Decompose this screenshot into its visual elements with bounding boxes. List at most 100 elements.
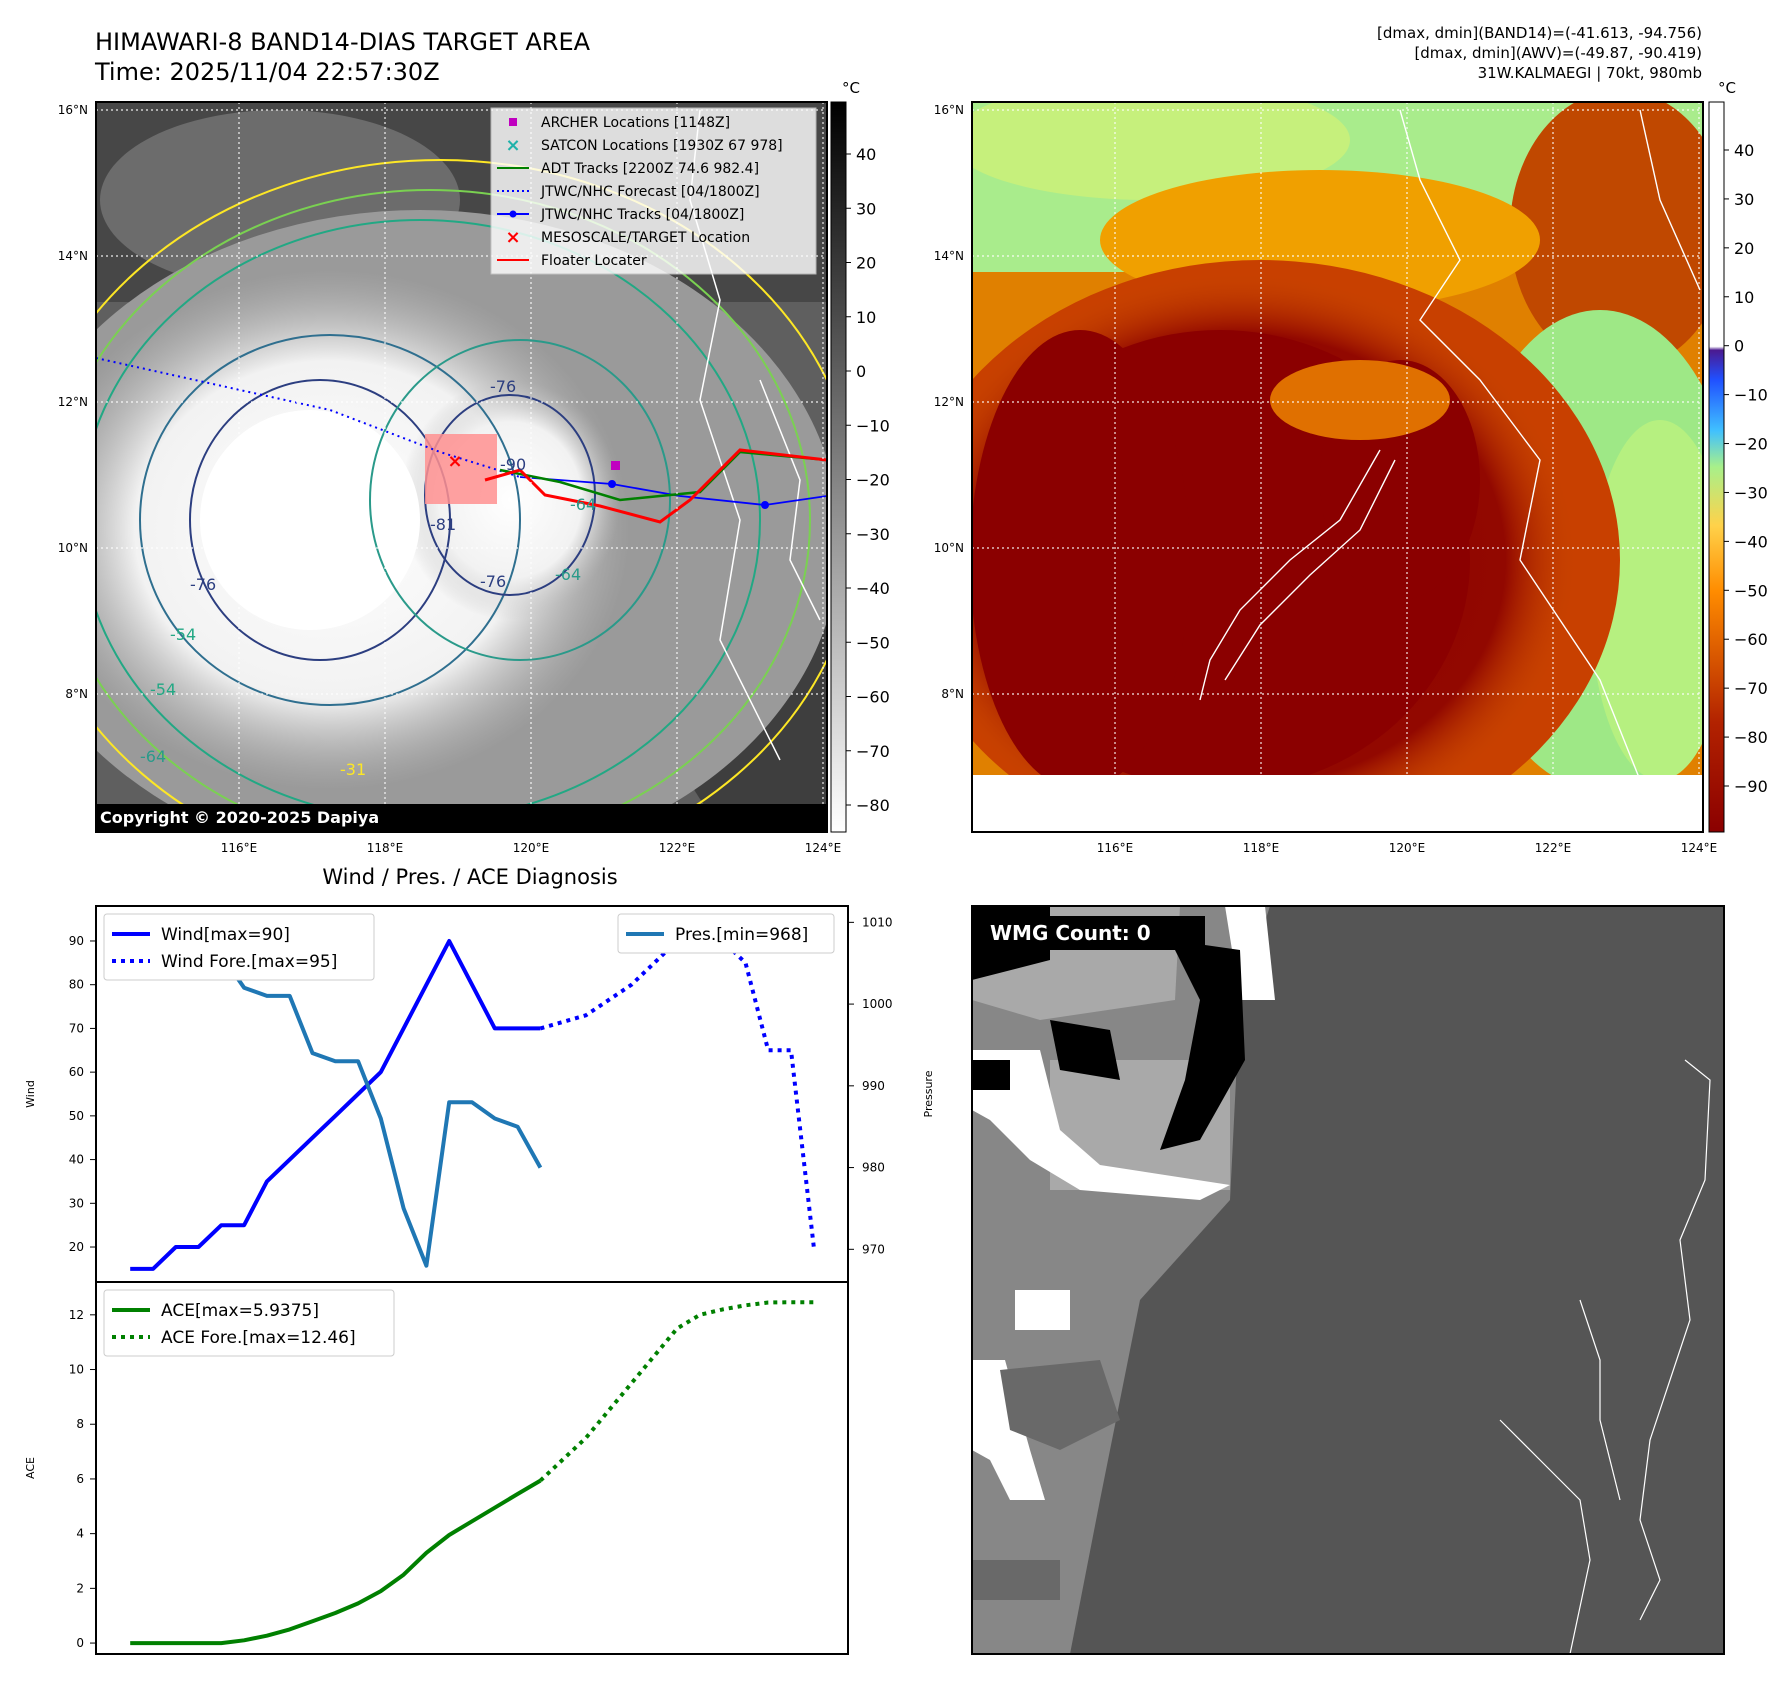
colorbar-tick-label: −90: [1734, 777, 1768, 796]
lon-tick-label: 116°E: [1097, 841, 1134, 855]
colorbar-tick-label: 30: [1734, 190, 1754, 209]
contour-label: -54: [150, 680, 176, 699]
lat-tick-label: 8°N: [65, 687, 88, 701]
colorbar-tick-label: 0: [1734, 337, 1744, 356]
contour-label: -76: [480, 572, 506, 591]
colorbar-tick-label: −60: [1734, 630, 1768, 649]
colorbar-tick-label: 10: [856, 308, 876, 327]
series-line: [130, 939, 541, 1271]
lon-tick-label: 116°E: [221, 841, 258, 855]
chart-legend-label: Wind[max=90]: [161, 925, 290, 945]
awv-colorbar: °C 40 30 20 10 0 −10 −20 −30 −40 −50 −60 −70 −80 −90: [1708, 79, 1768, 833]
y-tick-label: 50: [69, 1109, 84, 1123]
y-tick-label: 2: [76, 1581, 84, 1595]
contour-label: -31: [340, 760, 366, 779]
ir-colorbar: °C 40 30 20 10 0 −10 −20 −30 −40 −50 −60 −70 −80: [830, 79, 890, 833]
lon-tick-label: 122°E: [659, 841, 696, 855]
svg-text:×: ×: [447, 451, 462, 472]
chart-legend-box: [617, 913, 835, 954]
legend-swatch: ×: [505, 135, 520, 156]
figure-time: Time: 2025/11/04 22:57:30Z: [94, 58, 440, 86]
contour-label: -81: [430, 515, 456, 534]
legend-label: JTWC/NHC Tracks [04/1800Z]: [540, 207, 744, 223]
colorbar-tick-label: −10: [1734, 386, 1768, 405]
lon-tick-label: 118°E: [367, 841, 404, 855]
ir-legend: ARCHER Locations [1148Z] × SATCON Location…: [490, 107, 817, 275]
colorbar-tick-label: −70: [856, 742, 890, 761]
colorbar-tick-label: −50: [1734, 581, 1768, 600]
legend-label: ARCHER Locations [1148Z]: [541, 115, 730, 131]
contour-label: -64: [140, 747, 166, 766]
y-tick-label: 40: [69, 1153, 84, 1167]
y-tick-label: 90: [69, 934, 84, 948]
lat-tick-label: 14°N: [934, 249, 964, 263]
lat-tick-label: 8°N: [941, 687, 964, 701]
contour-label: -76: [490, 377, 516, 396]
ace-chart: 0 2 4 6 8 10 12 ACE[max=5.9375] ACE Fore.[max=12…: [24, 1281, 849, 1655]
colorbar-tick-label: −50: [856, 633, 890, 652]
lon-tick-label: 124°E: [805, 841, 842, 855]
copyright-text: Copyright © 2020-2025 Dapiya: [100, 808, 379, 827]
colorbar-tick-label: 40: [856, 145, 876, 164]
wmg-panel: WMG Count: 0: [971, 905, 1725, 1655]
lon-tick-label: 120°E: [1389, 841, 1426, 855]
colorbar-tick-label: −60: [856, 688, 890, 707]
colorbar-tick-label: 20: [1734, 239, 1754, 258]
y2-tick-label: 1010: [862, 915, 893, 929]
y-tick-label: 8: [76, 1417, 84, 1431]
legend-label: ADT Tracks [2200Z 74.6 982.4]: [541, 161, 759, 177]
awv-map-panel: [971, 101, 1704, 833]
contour-label: -90: [500, 455, 526, 474]
info-storm: 31W.KALMAEGI | 70kt, 980mb: [1478, 64, 1702, 82]
contour-label: -76: [190, 575, 216, 594]
colorbar-tick-label: 10: [1734, 288, 1754, 307]
y-tick-label: 60: [69, 1065, 84, 1079]
legend-label: Floater Locater: [541, 253, 647, 269]
chart-legend-label: ACE Fore.[max=12.46]: [161, 1328, 356, 1348]
y-tick-label: 4: [76, 1527, 84, 1541]
pressure-axis-label: Pressure: [922, 1070, 935, 1117]
colorbar-tick-label: −70: [1734, 679, 1768, 698]
legend-label: MESOSCALE/TARGET Location: [541, 230, 750, 246]
wmg-count-label: WMG Count: 0: [990, 921, 1151, 945]
wind-axis-label: Wind: [24, 1080, 37, 1108]
colorbar-tick-label: 30: [856, 199, 876, 218]
lat-tick-label: 12°N: [934, 395, 964, 409]
legend-label: JTWC/NHC Forecast [04/1800Z]: [540, 184, 760, 200]
y2-tick-label: 970: [862, 1242, 885, 1256]
chart-legend-label: Pres.[min=968]: [675, 925, 808, 945]
lat-tick-label: 14°N: [58, 249, 88, 263]
chart-legend-label: Wind Fore.[max=95]: [161, 952, 337, 972]
y2-tick-label: 990: [862, 1079, 885, 1093]
y-tick-label: 0: [76, 1636, 84, 1650]
chart-legend-box: [103, 913, 375, 981]
y-tick-label: 6: [76, 1472, 84, 1486]
legend-label: SATCON Locations [1930Z 67 978]: [541, 138, 783, 154]
contour-label: -64: [555, 565, 581, 584]
contour-label: -54: [170, 625, 196, 644]
legend-swatch: [509, 210, 517, 218]
contour-label: -64: [570, 495, 596, 514]
colorbar-tick-label: 20: [856, 254, 876, 273]
series-line: [130, 1478, 542, 1646]
lat-tick-label: 10°N: [58, 541, 88, 555]
y2-tick-label: 1000: [862, 997, 893, 1011]
colorbar-tick-label: −40: [1734, 532, 1768, 551]
lat-tick-label: 12°N: [58, 395, 88, 409]
colorbar-tick-label: −20: [856, 471, 890, 490]
colorbar-tick-label: 0: [856, 362, 866, 381]
colorbar-tick-label: −80: [1734, 728, 1768, 747]
info-awv: [dmax, dmin](AWV)=(-49.87, -90.419): [1414, 44, 1702, 62]
lat-tick-label: 10°N: [934, 541, 964, 555]
y-tick-label: 80: [69, 978, 84, 992]
colorbar-tick-label: −20: [1734, 435, 1768, 454]
lon-tick-label: 122°E: [1535, 841, 1572, 855]
series-line: [539, 917, 816, 1248]
colorbar-tick-label: −40: [856, 579, 890, 598]
ace-axis-label: ACE: [24, 1457, 37, 1479]
wind-pressure-chart: 20 30 40 50 60 70 80 90 970 980 990 1000 1010 Wind[ma…: [24, 905, 935, 1283]
diagnosis-title: Wind / Pres. / ACE Diagnosis: [322, 865, 617, 889]
colorbar-tick-label: −30: [1734, 483, 1768, 502]
legend-swatch: [509, 118, 517, 126]
legend-swatch: ×: [505, 227, 520, 248]
